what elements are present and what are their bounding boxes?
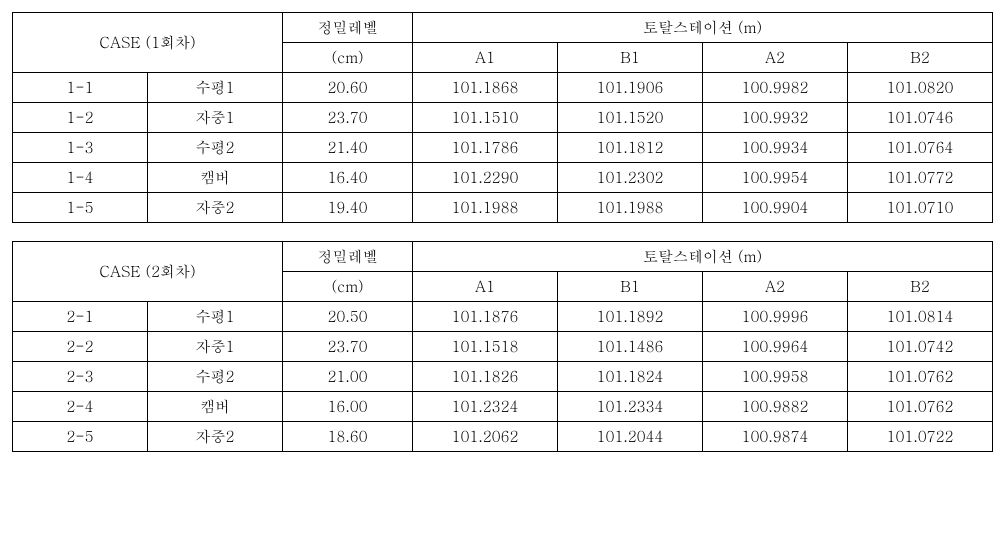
row-level: 23.70 bbox=[283, 103, 413, 133]
row-b1: 101.1812 bbox=[558, 133, 703, 163]
row-a2: 100.9934 bbox=[703, 133, 848, 163]
row-a2: 100.9932 bbox=[703, 103, 848, 133]
row-id: 1-3 bbox=[13, 133, 148, 163]
table-row: 1-5 자중2 19.40 101.1988 101.1988 100.9904… bbox=[13, 193, 993, 223]
row-b1: 101.2302 bbox=[558, 163, 703, 193]
row-id: 2-1 bbox=[13, 302, 148, 332]
ts-header: 토탈스테이션 (m) bbox=[413, 242, 993, 272]
row-level: 21.00 bbox=[283, 362, 413, 392]
row-b2: 101.0710 bbox=[848, 193, 993, 223]
case-header: CASE (2회차) bbox=[13, 242, 283, 302]
row-b1: 101.1988 bbox=[558, 193, 703, 223]
row-id: 2-2 bbox=[13, 332, 148, 362]
row-a1: 101.2062 bbox=[413, 422, 558, 452]
ts-col-a2: A2 bbox=[703, 43, 848, 73]
row-b1: 101.1892 bbox=[558, 302, 703, 332]
row-a2: 100.9996 bbox=[703, 302, 848, 332]
row-name: 자중2 bbox=[148, 193, 283, 223]
table-row: 2-1 수평1 20.50 101.1876 101.1892 100.9996… bbox=[13, 302, 993, 332]
row-a2: 100.9954 bbox=[703, 163, 848, 193]
row-name: 자중2 bbox=[148, 422, 283, 452]
row-b1: 101.2044 bbox=[558, 422, 703, 452]
row-b2: 101.0814 bbox=[848, 302, 993, 332]
row-level: 16.00 bbox=[283, 392, 413, 422]
row-name: 자중1 bbox=[148, 332, 283, 362]
table-row: 1-2 자중1 23.70 101.1510 101.1520 100.9932… bbox=[13, 103, 993, 133]
ts-col-b1: B1 bbox=[558, 272, 703, 302]
row-level: 18.60 bbox=[283, 422, 413, 452]
row-a2: 100.9958 bbox=[703, 362, 848, 392]
row-a1: 101.1868 bbox=[413, 73, 558, 103]
row-b2: 101.0762 bbox=[848, 362, 993, 392]
row-name: 캠버 bbox=[148, 163, 283, 193]
row-name: 수평1 bbox=[148, 302, 283, 332]
table-case2: CASE (2회차) 정밀레벨 토탈스테이션 (m) (cm) A1 B1 A2… bbox=[12, 241, 993, 452]
row-id: 2-5 bbox=[13, 422, 148, 452]
row-id: 2-3 bbox=[13, 362, 148, 392]
row-b1: 101.2334 bbox=[558, 392, 703, 422]
row-name: 캠버 bbox=[148, 392, 283, 422]
row-a1: 101.1510 bbox=[413, 103, 558, 133]
row-a1: 101.1786 bbox=[413, 133, 558, 163]
table-row: 1-4 캠버 16.40 101.2290 101.2302 100.9954 … bbox=[13, 163, 993, 193]
row-id: 1-5 bbox=[13, 193, 148, 223]
row-b1: 101.1520 bbox=[558, 103, 703, 133]
ts-col-b2: B2 bbox=[848, 43, 993, 73]
row-a1: 101.2324 bbox=[413, 392, 558, 422]
row-a2: 100.9882 bbox=[703, 392, 848, 422]
row-a2: 100.9982 bbox=[703, 73, 848, 103]
row-id: 2-4 bbox=[13, 392, 148, 422]
ts-col-a2: A2 bbox=[703, 272, 848, 302]
row-level: 20.60 bbox=[283, 73, 413, 103]
row-name: 수평2 bbox=[148, 133, 283, 163]
table-row: 1-1 수평1 20.60 101.1868 101.1906 100.9982… bbox=[13, 73, 993, 103]
row-id: 1-1 bbox=[13, 73, 148, 103]
case-header: CASE (1회차) bbox=[13, 13, 283, 73]
row-level: 16.40 bbox=[283, 163, 413, 193]
ts-col-b2: B2 bbox=[848, 272, 993, 302]
row-a2: 100.9874 bbox=[703, 422, 848, 452]
row-b1: 101.1824 bbox=[558, 362, 703, 392]
row-a1: 101.2290 bbox=[413, 163, 558, 193]
ts-col-b1: B1 bbox=[558, 43, 703, 73]
table-case1: CASE (1회차) 정밀레벨 토탈스테이션 (m) (cm) A1 B1 A2… bbox=[12, 12, 993, 223]
row-b2: 101.0746 bbox=[848, 103, 993, 133]
row-id: 1-2 bbox=[13, 103, 148, 133]
row-b1: 101.1486 bbox=[558, 332, 703, 362]
row-level: 19.40 bbox=[283, 193, 413, 223]
table-row: 1-3 수평2 21.40 101.1786 101.1812 100.9934… bbox=[13, 133, 993, 163]
row-a2: 100.9904 bbox=[703, 193, 848, 223]
row-a1: 101.1826 bbox=[413, 362, 558, 392]
level-header-line2: (cm) bbox=[283, 272, 413, 302]
row-name: 수평2 bbox=[148, 362, 283, 392]
table-row: 2-5 자중2 18.60 101.2062 101.2044 100.9874… bbox=[13, 422, 993, 452]
row-name: 자중1 bbox=[148, 103, 283, 133]
table-row: 2-2 자중1 23.70 101.1518 101.1486 100.9964… bbox=[13, 332, 993, 362]
row-a1: 101.1988 bbox=[413, 193, 558, 223]
ts-col-a1: A1 bbox=[413, 272, 558, 302]
row-b1: 101.1906 bbox=[558, 73, 703, 103]
row-a1: 101.1518 bbox=[413, 332, 558, 362]
row-id: 1-4 bbox=[13, 163, 148, 193]
table-row: 2-4 캠버 16.00 101.2324 101.2334 100.9882 … bbox=[13, 392, 993, 422]
row-name: 수평1 bbox=[148, 73, 283, 103]
row-level: 20.50 bbox=[283, 302, 413, 332]
row-a1: 101.1876 bbox=[413, 302, 558, 332]
ts-header: 토탈스테이션 (m) bbox=[413, 13, 993, 43]
level-header-line1: 정밀레벨 bbox=[283, 242, 413, 272]
row-b2: 101.0722 bbox=[848, 422, 993, 452]
row-b2: 101.0764 bbox=[848, 133, 993, 163]
table-row: 2-3 수평2 21.00 101.1826 101.1824 100.9958… bbox=[13, 362, 993, 392]
row-level: 23.70 bbox=[283, 332, 413, 362]
row-a2: 100.9964 bbox=[703, 332, 848, 362]
ts-col-a1: A1 bbox=[413, 43, 558, 73]
row-level: 21.40 bbox=[283, 133, 413, 163]
level-header-line2: (cm) bbox=[283, 43, 413, 73]
row-b2: 101.0772 bbox=[848, 163, 993, 193]
level-header-line1: 정밀레벨 bbox=[283, 13, 413, 43]
row-b2: 101.0742 bbox=[848, 332, 993, 362]
row-b2: 101.0762 bbox=[848, 392, 993, 422]
row-b2: 101.0820 bbox=[848, 73, 993, 103]
